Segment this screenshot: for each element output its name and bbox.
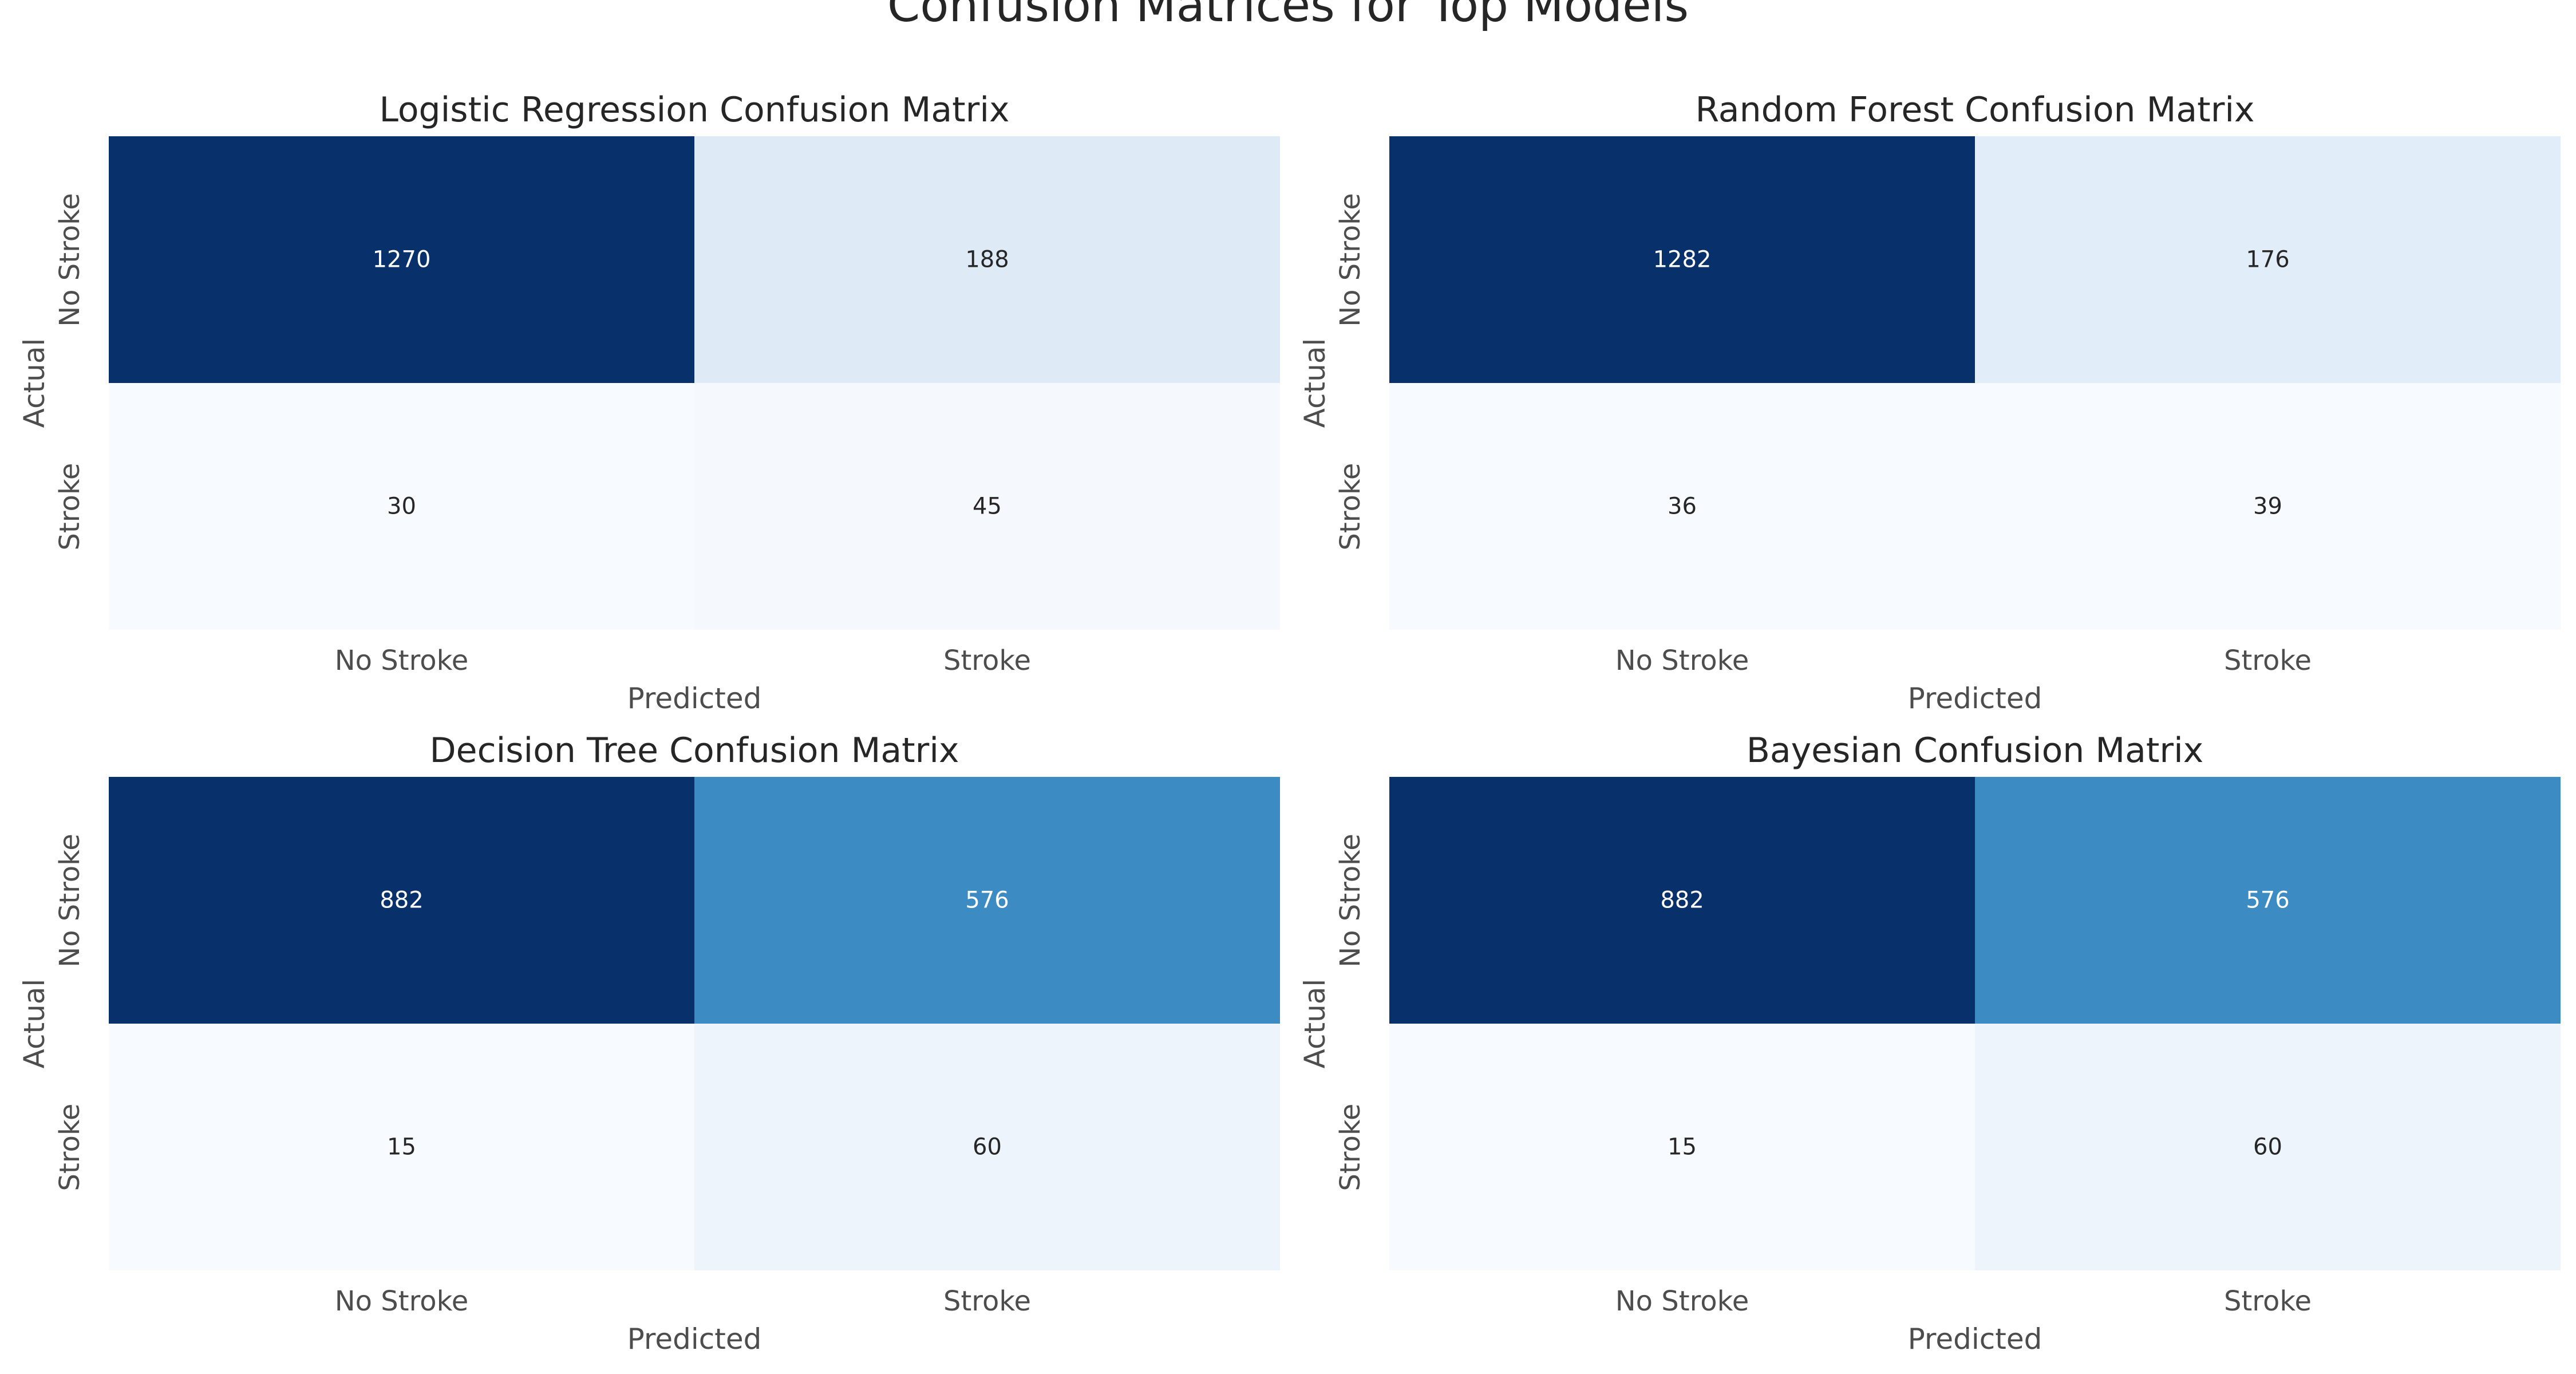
heatmap-cell — [694, 777, 1280, 1024]
cell-value-label: 1282 — [1653, 247, 1712, 273]
y-tick-label: No Stroke — [54, 192, 86, 327]
heatmap-cell — [1389, 136, 1975, 383]
heatmap-cell — [694, 136, 1280, 383]
heatmap-cell — [694, 1024, 1280, 1270]
cell-value-label: 15 — [387, 1134, 416, 1160]
y-tick-label: Stroke — [1334, 1103, 1366, 1191]
heatmap-cell — [694, 383, 1280, 630]
x-axis-label: Predicted — [627, 1322, 762, 1356]
heatmap: 882 576 15 60 — [1389, 777, 2561, 1270]
heatmap: 1270 188 30 45 — [109, 136, 1280, 630]
panel-title: Decision Tree Confusion Matrix — [429, 731, 959, 771]
y-tick-label: Stroke — [54, 463, 86, 550]
heatmap: 1282 176 36 39 — [1389, 136, 2561, 630]
panel-title: Logistic Regression Confusion Matrix — [379, 90, 1010, 130]
x-tick-label: No Stroke — [1615, 645, 1749, 677]
x-tick-label: No Stroke — [1615, 1285, 1749, 1317]
heatmap-cell — [1975, 777, 2561, 1024]
cell-value-label: 30 — [387, 493, 416, 520]
y-axis-label: Actual — [18, 978, 51, 1069]
cell-value-label: 882 — [380, 887, 423, 914]
heatmap-cell — [1975, 136, 2561, 383]
heatmap-cell — [1975, 1024, 2561, 1270]
cell-value-label: 576 — [2246, 887, 2289, 914]
cell-value-label: 15 — [1668, 1134, 1697, 1160]
cell-value-label: 188 — [965, 247, 1009, 273]
cell-value-label: 1270 — [373, 247, 431, 273]
x-tick-label: No Stroke — [334, 645, 469, 677]
panel-title: Bayesian Confusion Matrix — [1746, 731, 2204, 771]
x-tick-label: Stroke — [2224, 645, 2312, 677]
cell-value-label: 176 — [2246, 247, 2289, 273]
cell-value-label: 36 — [1668, 493, 1697, 520]
x-axis-label: Predicted — [1907, 1322, 2042, 1356]
y-tick-label: Stroke — [54, 1103, 86, 1191]
x-tick-label: No Stroke — [334, 1285, 469, 1317]
x-axis-label: Predicted — [1907, 682, 2042, 715]
figure-title: Confusion Matrices for Top Models — [887, 0, 1689, 33]
heatmap-cell — [1389, 777, 1975, 1024]
y-axis-label: Actual — [1298, 978, 1332, 1069]
cell-value-label: 60 — [973, 1134, 1002, 1160]
heatmap-cell — [109, 777, 694, 1024]
y-tick-label: No Stroke — [54, 833, 86, 968]
y-axis-label: Actual — [1298, 338, 1332, 428]
y-tick-label: Stroke — [1334, 463, 1366, 550]
panel-title: Random Forest Confusion Matrix — [1695, 90, 2255, 130]
heatmap-cell — [109, 383, 694, 630]
cell-value-label: 39 — [2253, 493, 2282, 520]
heatmap: 882 576 15 60 — [109, 777, 1280, 1270]
x-tick-label: Stroke — [2224, 1285, 2312, 1317]
x-tick-label: Stroke — [943, 645, 1031, 677]
cell-value-label: 60 — [2253, 1134, 2282, 1160]
cell-value-label: 576 — [965, 887, 1009, 914]
heatmap-cell — [1975, 383, 2561, 630]
cell-value-label: 45 — [973, 493, 1002, 520]
cell-value-label: 882 — [1660, 887, 1704, 914]
heatmap-cell — [109, 136, 694, 383]
x-axis-label: Predicted — [627, 682, 762, 715]
y-tick-label: No Stroke — [1334, 833, 1366, 968]
x-tick-label: Stroke — [943, 1285, 1031, 1317]
y-tick-label: No Stroke — [1334, 192, 1366, 327]
heatmap-cell — [109, 1024, 694, 1270]
heatmap-cell — [1389, 1024, 1975, 1270]
y-axis-label: Actual — [18, 338, 51, 428]
heatmap-cell — [1389, 383, 1975, 630]
